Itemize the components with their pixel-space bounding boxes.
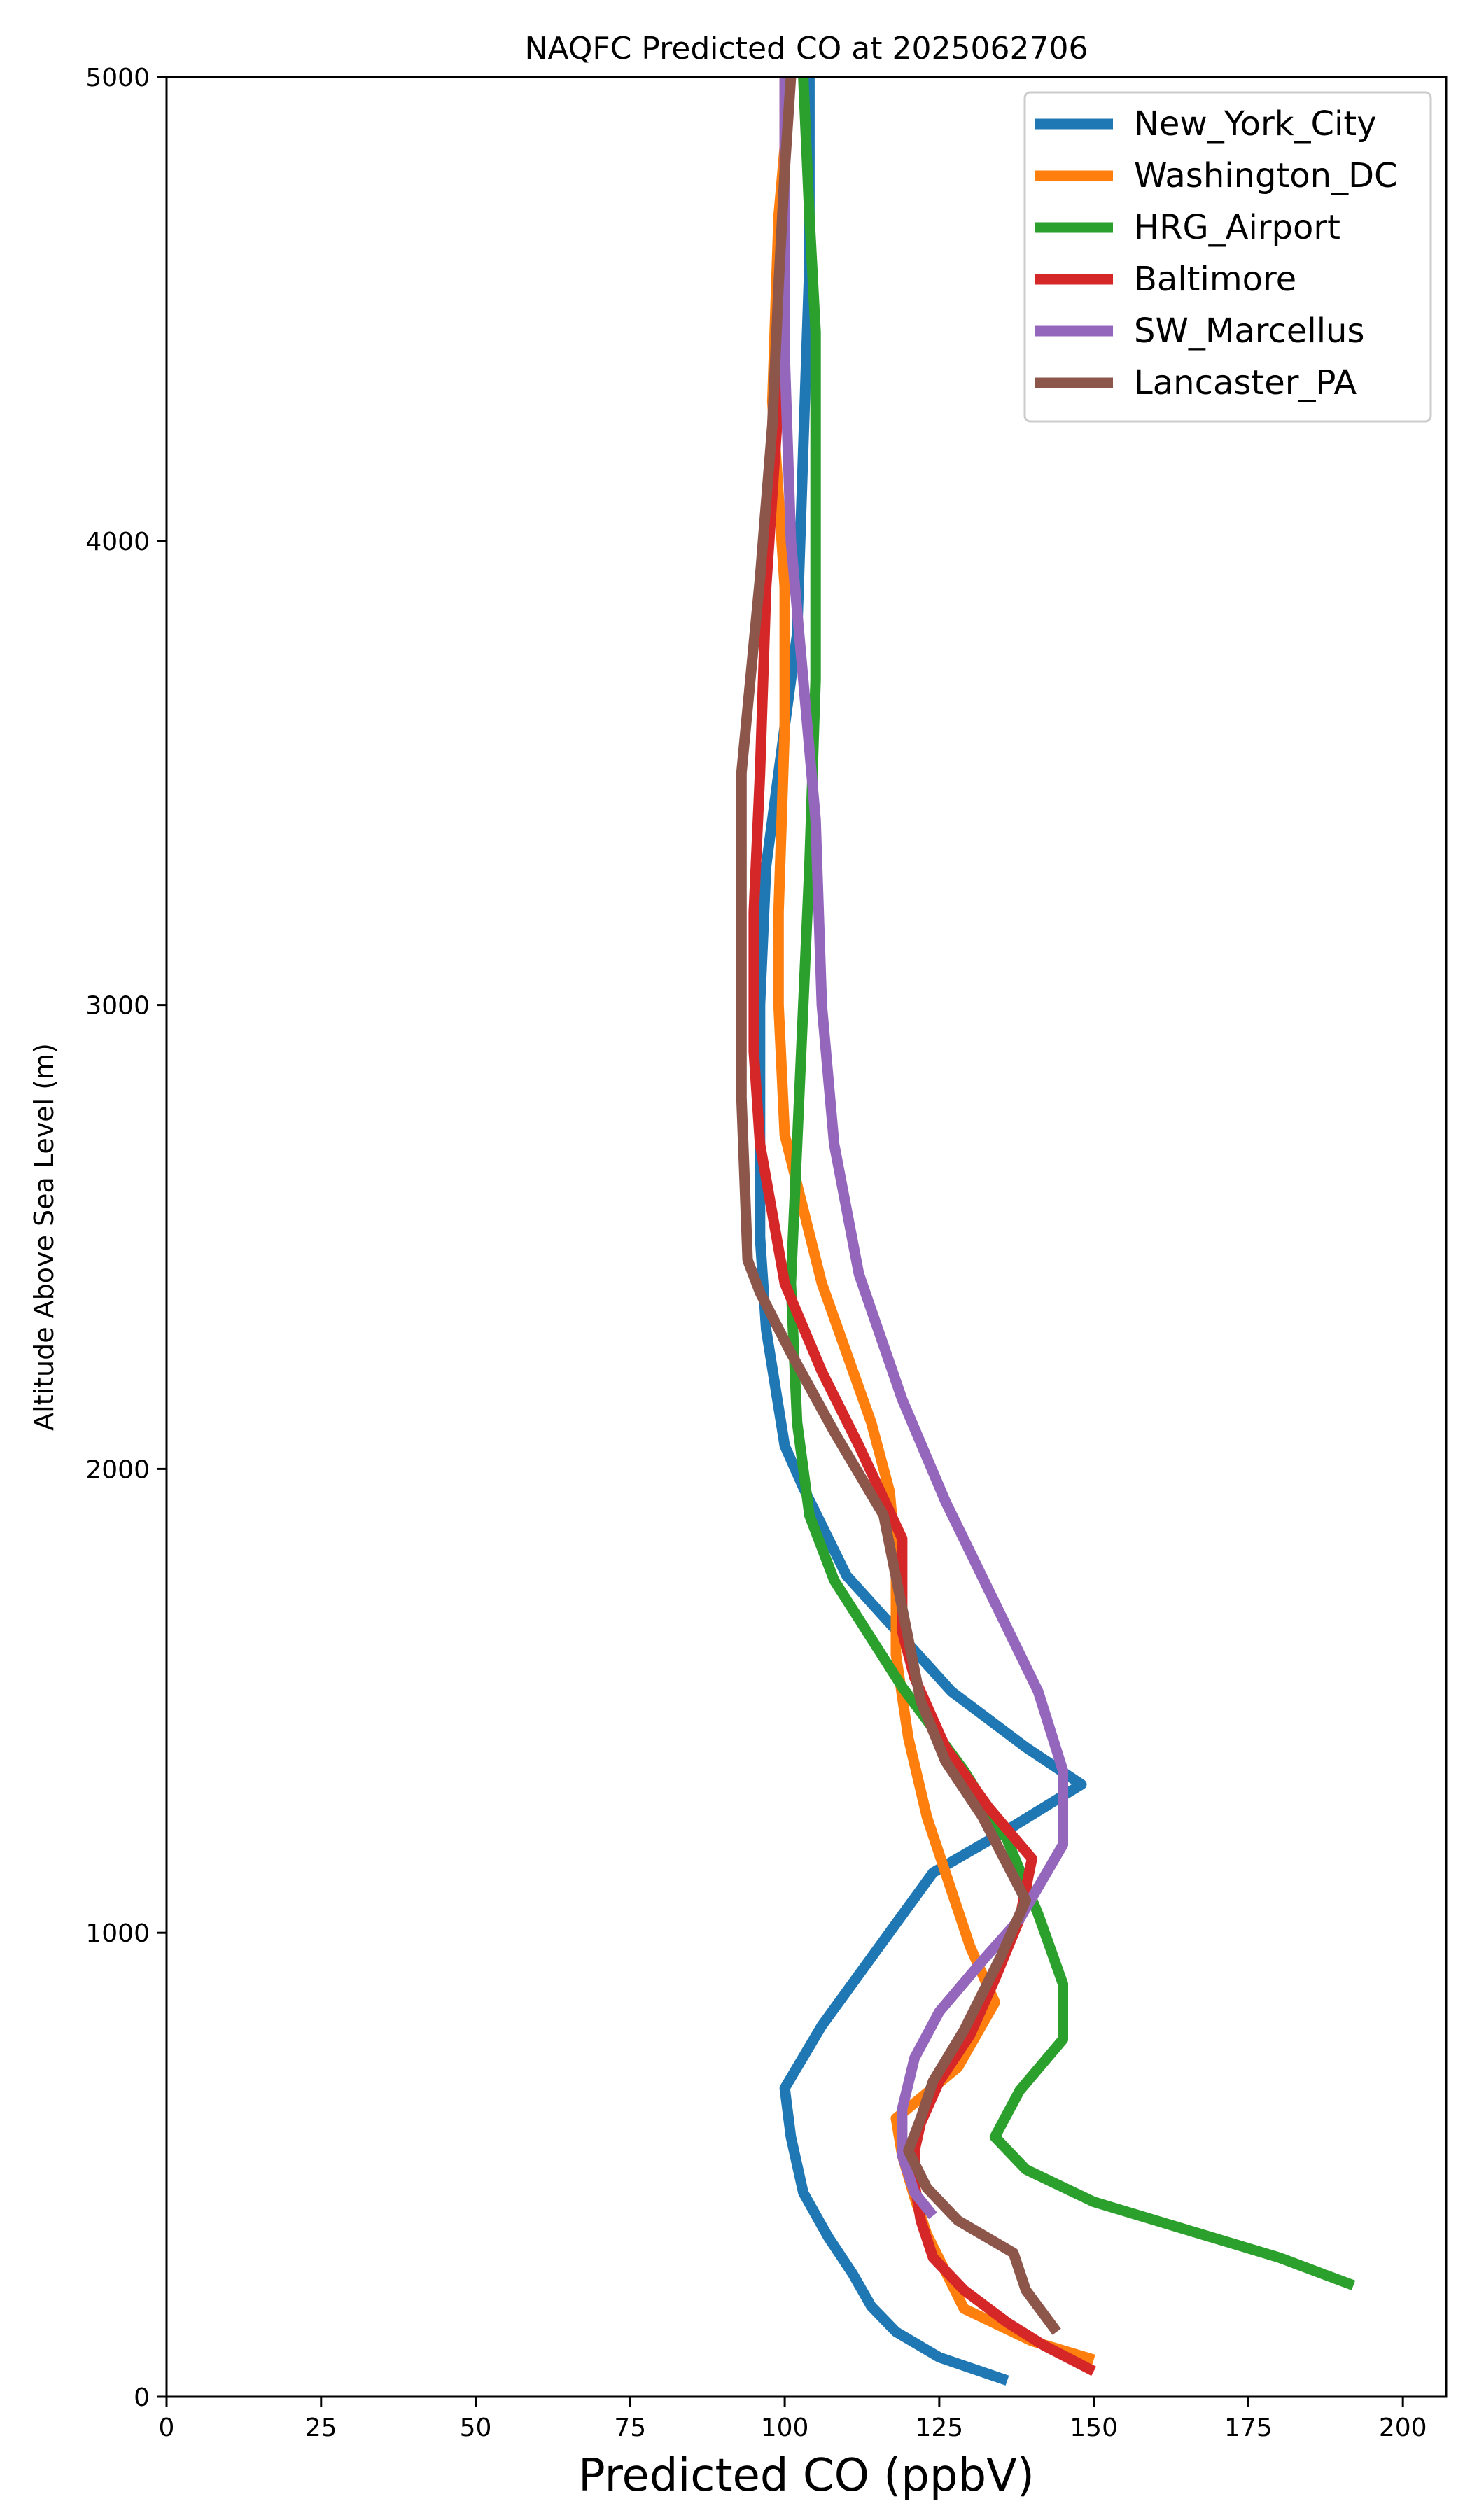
x-tick-label: 50 bbox=[460, 2414, 492, 2442]
legend-label: HRG_Airport bbox=[1134, 208, 1340, 247]
chart-title: NAQFC Predicted CO at 2025062706 bbox=[525, 31, 1088, 66]
x-tick-label: 100 bbox=[761, 2414, 809, 2442]
x-tick-label: 150 bbox=[1070, 2414, 1118, 2442]
x-tick-label: 25 bbox=[305, 2414, 337, 2442]
series-layer bbox=[736, 76, 1356, 2386]
y-tick-label: 4000 bbox=[85, 528, 150, 556]
legend-label: Baltimore bbox=[1134, 260, 1296, 299]
series-line-lancaster-pa bbox=[736, 76, 1061, 2335]
y-tick-label: 3000 bbox=[85, 992, 150, 1021]
x-axis-label: Predicted CO (ppbV) bbox=[578, 2450, 1035, 2502]
x-tick-label: 125 bbox=[916, 2414, 964, 2442]
y-tick-label: 0 bbox=[134, 2384, 150, 2412]
y-tick-label: 2000 bbox=[85, 1455, 150, 1484]
series-line-sw-marcellus bbox=[779, 77, 1068, 2220]
y-axis-ticks: 0 1000 2000 3000 4000 5000 bbox=[85, 64, 167, 2412]
legend-label: New_York_City bbox=[1134, 104, 1377, 144]
series-line-new-york-city bbox=[755, 77, 1087, 2386]
y-axis-label: Altitude Above Sea Level (m) bbox=[29, 1043, 59, 1431]
plot-frame bbox=[165, 76, 1448, 2398]
y-tick-label: 5000 bbox=[85, 64, 150, 92]
x-tick-label: 200 bbox=[1379, 2414, 1427, 2442]
legend-label: SW_Marcellus bbox=[1134, 312, 1364, 351]
legend-frame bbox=[1023, 91, 1432, 423]
x-tick-label: 75 bbox=[614, 2414, 646, 2442]
x-tick-label: 0 bbox=[159, 2414, 175, 2442]
legend-label: Lancaster_PA bbox=[1134, 363, 1357, 402]
legend-label: Washington_DC bbox=[1134, 156, 1398, 195]
legend-entries: New_York_City Washington_DC HRG_Airport Bal… bbox=[1035, 104, 1398, 402]
series-line-hrg-airport bbox=[785, 76, 1356, 2290]
y-tick-label: 1000 bbox=[85, 1919, 150, 1948]
legend: New_York_City Washington_DC HRG_Airport Bal… bbox=[1023, 91, 1432, 423]
x-tick-label: 175 bbox=[1224, 2414, 1273, 2442]
x-axis-ticks: 0 25 50 75 100 125 150 175 200 bbox=[159, 2397, 1427, 2442]
series-line-baltimore bbox=[748, 77, 1097, 2376]
plot-area bbox=[165, 76, 1448, 2398]
